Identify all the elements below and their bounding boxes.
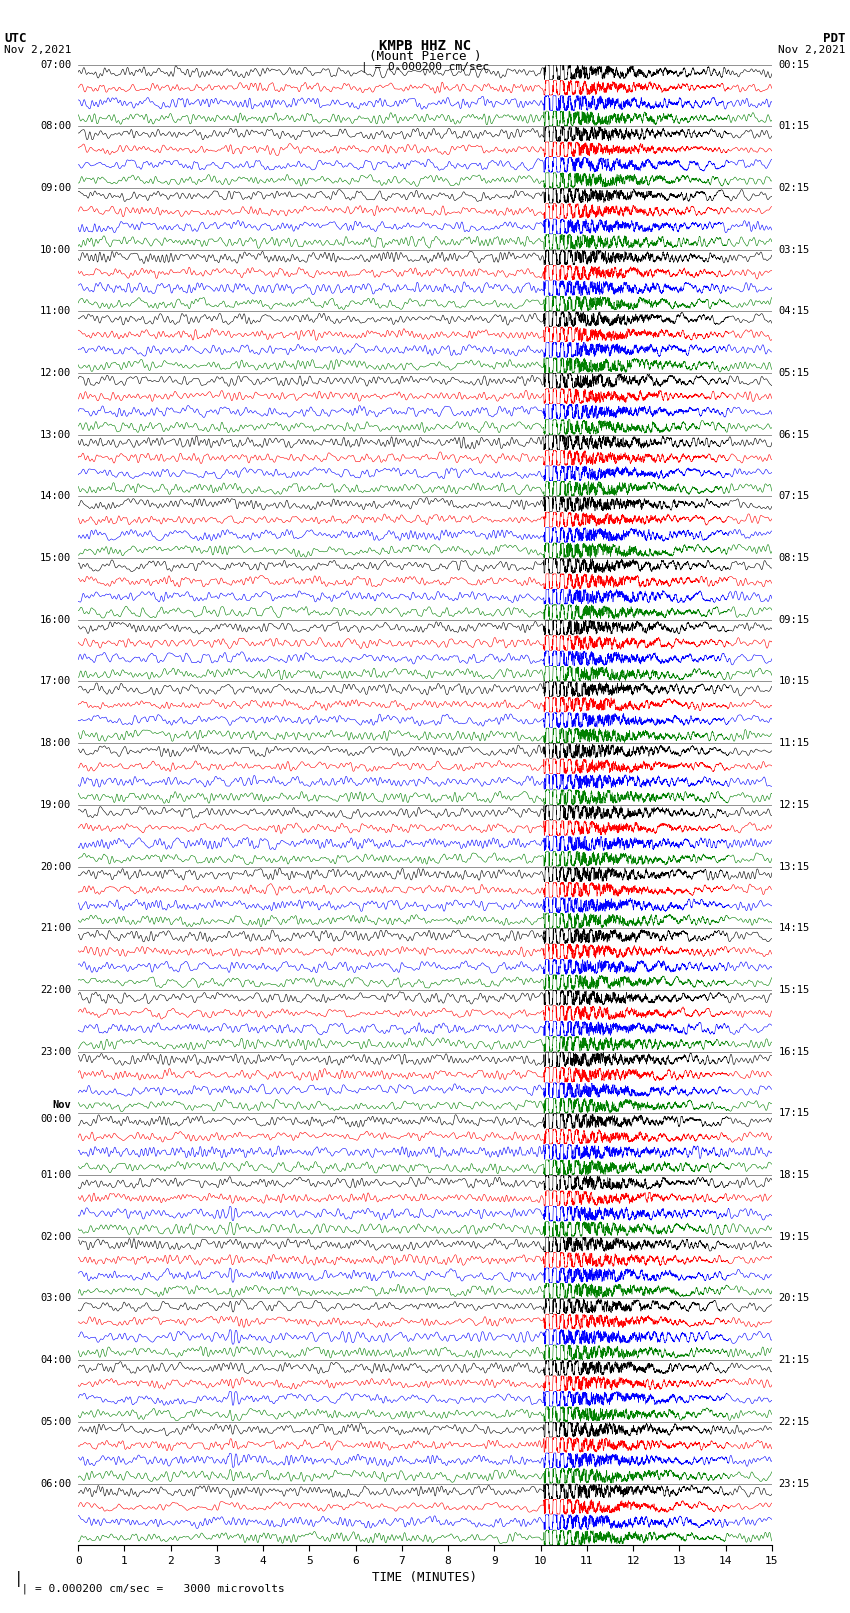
Text: 06:00: 06:00: [40, 1479, 71, 1489]
Text: 10:00: 10:00: [40, 245, 71, 255]
Text: 02:00: 02:00: [40, 1232, 71, 1242]
Text: Nov 2,2021: Nov 2,2021: [779, 45, 846, 55]
Text: 02:15: 02:15: [779, 182, 810, 194]
Text: 20:15: 20:15: [779, 1294, 810, 1303]
Text: 06:15: 06:15: [779, 429, 810, 440]
Text: 20:00: 20:00: [40, 861, 71, 871]
Text: | = 0.000200 cm/sec =   3000 microvolts: | = 0.000200 cm/sec = 3000 microvolts: [8, 1582, 286, 1594]
Text: 15:00: 15:00: [40, 553, 71, 563]
Text: 05:00: 05:00: [40, 1416, 71, 1428]
Text: 04:15: 04:15: [779, 306, 810, 316]
Text: 14:15: 14:15: [779, 923, 810, 934]
Text: 16:15: 16:15: [779, 1047, 810, 1057]
Text: 08:00: 08:00: [40, 121, 71, 131]
Text: 11:15: 11:15: [779, 739, 810, 748]
Text: 09:00: 09:00: [40, 182, 71, 194]
Text: 13:15: 13:15: [779, 861, 810, 871]
Text: 19:15: 19:15: [779, 1232, 810, 1242]
Text: 21:15: 21:15: [779, 1355, 810, 1365]
Text: 18:00: 18:00: [40, 739, 71, 748]
Text: 07:00: 07:00: [40, 60, 71, 69]
Text: Nov 2,2021: Nov 2,2021: [4, 45, 71, 55]
Text: 19:00: 19:00: [40, 800, 71, 810]
Text: 15:15: 15:15: [779, 986, 810, 995]
Text: 01:15: 01:15: [779, 121, 810, 131]
Text: 03:15: 03:15: [779, 245, 810, 255]
Text: 11:00: 11:00: [40, 306, 71, 316]
Text: 04:00: 04:00: [40, 1355, 71, 1365]
Text: 18:15: 18:15: [779, 1169, 810, 1181]
Text: KMPB HHZ NC: KMPB HHZ NC: [379, 39, 471, 53]
Text: 08:15: 08:15: [779, 553, 810, 563]
Text: 22:15: 22:15: [779, 1416, 810, 1428]
Text: 03:00: 03:00: [40, 1294, 71, 1303]
Text: 00:15: 00:15: [779, 60, 810, 69]
Text: UTC: UTC: [4, 32, 26, 45]
Text: PDT: PDT: [824, 32, 846, 45]
Text: 17:15: 17:15: [779, 1108, 810, 1118]
Text: 05:15: 05:15: [779, 368, 810, 377]
Text: (Mount Pierce ): (Mount Pierce ): [369, 50, 481, 63]
Text: 16:00: 16:00: [40, 615, 71, 624]
Text: 12:00: 12:00: [40, 368, 71, 377]
Text: | = 0.000200 cm/sec: | = 0.000200 cm/sec: [361, 61, 489, 73]
Text: |: |: [5, 1571, 23, 1587]
Text: 22:00: 22:00: [40, 986, 71, 995]
Text: Nov: Nov: [53, 1100, 71, 1110]
Text: 10:15: 10:15: [779, 676, 810, 687]
Text: 09:15: 09:15: [779, 615, 810, 624]
Text: 21:00: 21:00: [40, 923, 71, 934]
Text: 23:00: 23:00: [40, 1047, 71, 1057]
Text: 07:15: 07:15: [779, 492, 810, 502]
Text: 01:00: 01:00: [40, 1169, 71, 1181]
Text: 00:00: 00:00: [40, 1115, 71, 1124]
Text: 14:00: 14:00: [40, 492, 71, 502]
Text: 12:15: 12:15: [779, 800, 810, 810]
Text: 17:00: 17:00: [40, 676, 71, 687]
Text: 23:15: 23:15: [779, 1479, 810, 1489]
X-axis label: TIME (MINUTES): TIME (MINUTES): [372, 1571, 478, 1584]
Text: 13:00: 13:00: [40, 429, 71, 440]
